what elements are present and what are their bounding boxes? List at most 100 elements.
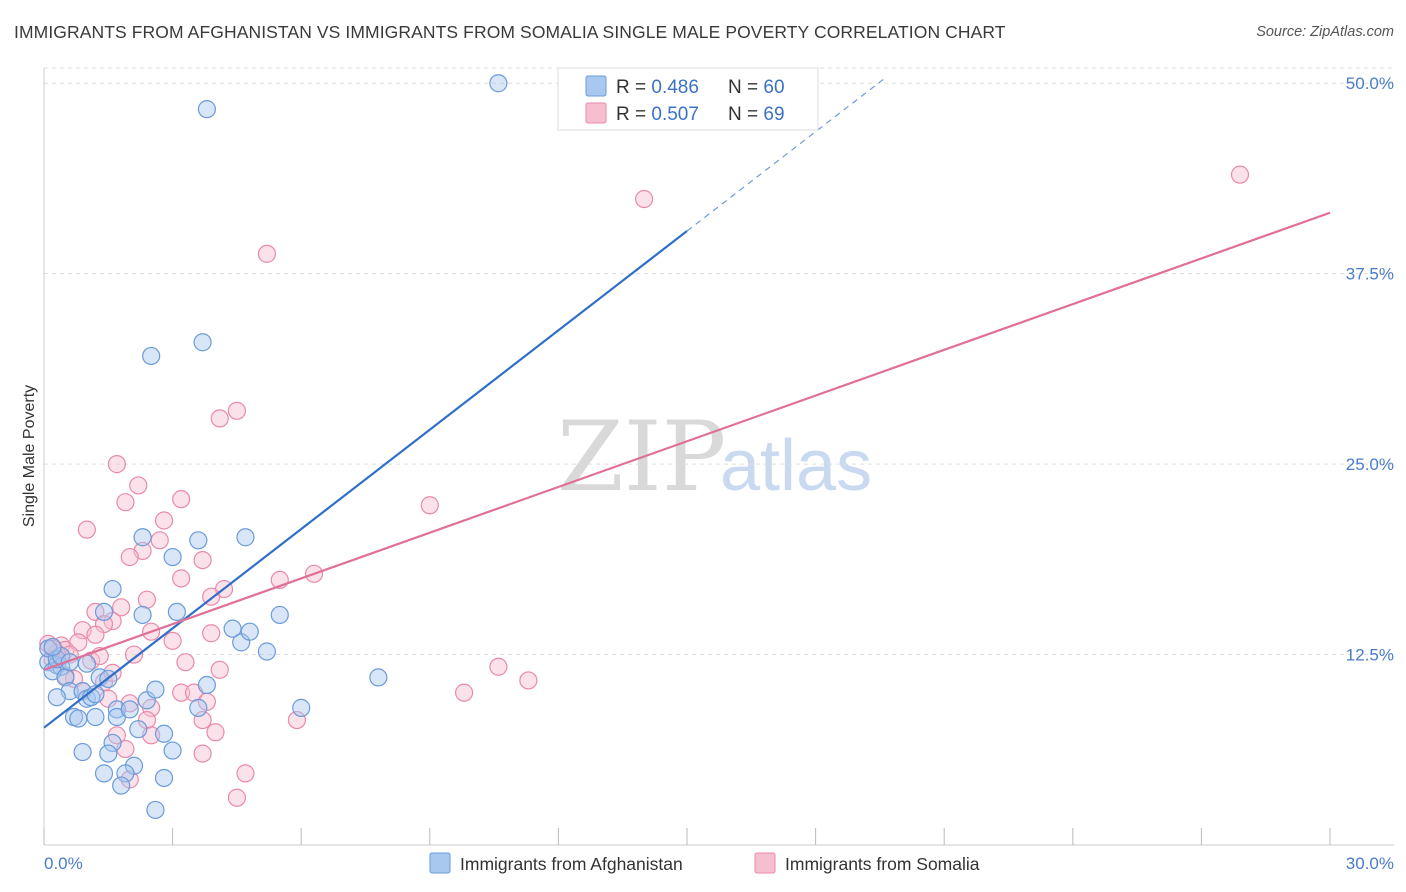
data-point-afghanistan bbox=[133, 605, 152, 625]
chart-title: IMMIGRANTS FROM AFGHANISTAN VS IMMIGRANT… bbox=[14, 22, 1006, 42]
watermark-atlas: atlas bbox=[720, 426, 872, 506]
data-point-afghanistan bbox=[154, 724, 174, 743]
trend-lines bbox=[43, 78, 1331, 729]
legend-n-value: 60 bbox=[763, 77, 784, 98]
data-point-somalia bbox=[202, 624, 221, 643]
y-tick-label: 37.5% bbox=[1346, 265, 1394, 284]
data-point-afghanistan bbox=[167, 602, 186, 622]
data-point-afghanistan bbox=[257, 642, 277, 661]
data-point-afghanistan bbox=[240, 622, 259, 641]
data-point-somalia bbox=[120, 547, 139, 567]
data-point-afghanistan bbox=[197, 675, 216, 695]
data-point-somalia bbox=[172, 683, 191, 702]
data-point-afghanistan bbox=[142, 346, 161, 366]
stats-legend: R = 0.486 N = 60 R = 0.507 N = 69 bbox=[557, 67, 819, 131]
legend-n-label: N = bbox=[728, 77, 763, 98]
bottom-legend-label-somalia: Immigrants from Somalia bbox=[785, 854, 980, 874]
data-point-somalia bbox=[107, 455, 126, 474]
y-tick-label: 50.0% bbox=[1346, 74, 1394, 93]
data-point-afghanistan bbox=[270, 605, 289, 625]
data-point-somalia bbox=[112, 598, 131, 617]
data-point-somalia bbox=[172, 569, 191, 588]
bottom-legend-swatch-afghanistan bbox=[429, 852, 451, 874]
legend-n-label: N = bbox=[728, 104, 763, 125]
data-point-somalia bbox=[420, 496, 439, 515]
data-point-somalia bbox=[193, 744, 212, 763]
y-axis-label: Single Male Poverty bbox=[21, 385, 38, 527]
data-point-somalia bbox=[193, 550, 212, 570]
legend-r-value: 0.507 bbox=[651, 104, 699, 125]
data-point-afghanistan bbox=[193, 333, 212, 352]
legend-r-label: R = bbox=[616, 104, 651, 125]
data-point-afghanistan bbox=[112, 776, 131, 795]
data-point-afghanistan bbox=[43, 637, 62, 657]
data-point-afghanistan bbox=[189, 531, 208, 550]
data-point-somalia bbox=[454, 683, 474, 702]
data-point-afghanistan bbox=[197, 100, 216, 119]
data-point-afghanistan bbox=[94, 602, 114, 622]
x-tick-label-max: 30.0% bbox=[1346, 854, 1394, 873]
grid-lines bbox=[44, 67, 1394, 656]
trend-line-afghanistan bbox=[43, 230, 688, 729]
data-point-afghanistan bbox=[107, 700, 126, 719]
bottom-legend-swatch-somalia bbox=[754, 852, 776, 874]
data-point-afghanistan bbox=[60, 653, 79, 672]
legend-row-afghanistan: R = 0.486 N = 60 bbox=[616, 77, 785, 98]
data-point-afghanistan bbox=[223, 619, 242, 638]
x-tick-label-min: 0.0% bbox=[44, 854, 83, 873]
data-point-afghanistan bbox=[146, 680, 165, 699]
data-point-somalia bbox=[176, 653, 195, 672]
source-credit: Source: ZipAtlas.com bbox=[1256, 24, 1394, 40]
data-point-somalia bbox=[635, 189, 654, 209]
data-point-somalia bbox=[257, 244, 277, 263]
y-tick-label: 12.5% bbox=[1346, 646, 1394, 665]
trend-line-somalia bbox=[43, 211, 1331, 671]
data-point-somalia bbox=[116, 493, 135, 512]
data-point-somalia bbox=[129, 476, 148, 495]
legend-r-value: 0.486 bbox=[651, 77, 699, 98]
data-point-afghanistan bbox=[236, 528, 255, 547]
data-point-somalia bbox=[206, 723, 225, 742]
legend-n-value: 69 bbox=[763, 104, 784, 125]
data-point-afghanistan bbox=[103, 733, 122, 753]
legend-r-label: R = bbox=[616, 77, 651, 98]
data-point-somalia bbox=[227, 401, 246, 420]
data-point-afghanistan bbox=[47, 688, 66, 707]
data-point-somalia bbox=[489, 657, 508, 676]
data-point-somalia bbox=[519, 671, 538, 690]
data-point-somalia bbox=[77, 520, 96, 539]
data-point-afghanistan bbox=[129, 720, 148, 739]
legend-swatch-somalia bbox=[585, 102, 607, 124]
data-point-afghanistan bbox=[489, 74, 508, 93]
data-point-afghanistan bbox=[86, 707, 105, 727]
data-point-somalia bbox=[86, 625, 105, 644]
data-point-afghanistan bbox=[69, 709, 88, 728]
data-point-somalia bbox=[163, 631, 182, 650]
legend-swatch-afghanistan bbox=[585, 75, 607, 97]
data-point-afghanistan bbox=[73, 742, 92, 762]
axes bbox=[43, 68, 1394, 846]
data-point-somalia bbox=[150, 531, 169, 550]
data-point-somalia bbox=[236, 764, 255, 783]
data-point-afghanistan bbox=[163, 741, 182, 760]
data-point-somalia bbox=[210, 409, 229, 428]
data-point-afghanistan bbox=[120, 700, 139, 719]
data-point-somalia bbox=[124, 645, 144, 664]
bottom-legend-label-afghanistan: Immigrants from Afghanistan bbox=[460, 854, 683, 874]
data-point-afghanistan bbox=[99, 744, 118, 763]
legend-row-somalia: R = 0.507 N = 69 bbox=[616, 104, 785, 125]
data-point-afghanistan bbox=[369, 668, 388, 687]
data-point-afghanistan bbox=[292, 698, 311, 717]
x-axis-ticks bbox=[43, 828, 1331, 845]
data-point-afghanistan bbox=[154, 768, 174, 788]
y-tick-label: 25.0% bbox=[1346, 455, 1394, 474]
data-point-afghanistan bbox=[163, 547, 182, 567]
data-point-somalia bbox=[172, 490, 191, 509]
data-point-afghanistan bbox=[103, 579, 122, 599]
series-afghanistan bbox=[39, 74, 508, 820]
data-point-afghanistan bbox=[189, 698, 208, 717]
data-point-afghanistan bbox=[133, 528, 152, 547]
data-point-somalia bbox=[1230, 165, 1250, 184]
trend-line-afghanistan-extension bbox=[686, 78, 885, 232]
